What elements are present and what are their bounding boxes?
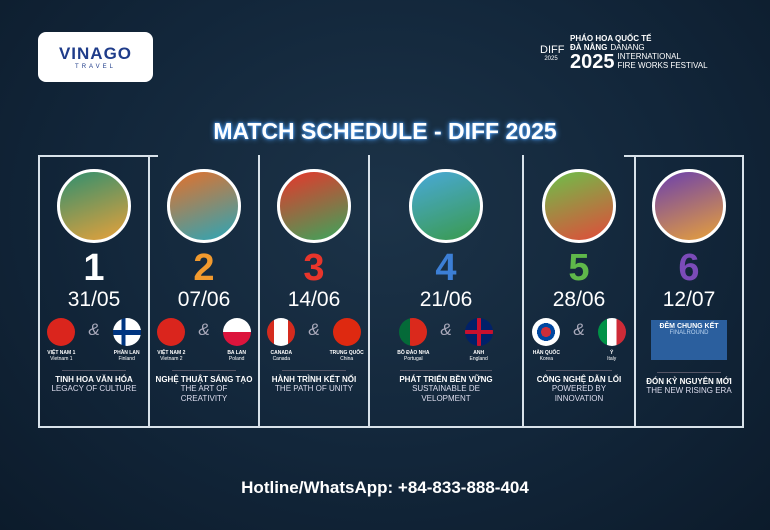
match-card: 6 12/07 ĐÊM CHUNG KẾT FINALROUND ĐÓN KỶ NGU… <box>634 155 744 426</box>
team: VIỆT NAM 1 Vietnam 1 <box>40 318 82 362</box>
gb-flag-icon <box>464 318 493 346</box>
ampersand: & <box>573 320 585 339</box>
kr-flag-icon <box>532 318 561 346</box>
fi-flag-icon <box>112 318 141 346</box>
match-artwork <box>652 169 726 243</box>
match-number: 2 <box>193 247 215 289</box>
team: Ý Italy <box>591 318 633 362</box>
match-artwork <box>167 169 241 243</box>
match-date: 12/07 <box>662 288 716 311</box>
match-card: 1 31/05 VIỆT NAM 1 Vietnam 1 & PHẦN LAN Finla… <box>38 155 148 426</box>
team: ANH England <box>458 318 500 362</box>
team: CANADA Canada <box>260 318 302 362</box>
match-date: 21/06 <box>419 288 473 311</box>
match-card: 5 28/06 HÀN QUỐC Korea & Ý Italy CÔNG NGHỆ DẪN… <box>522 155 634 426</box>
theme-en: POWERED BY INNOVATION <box>551 384 607 403</box>
theme-vi: CÔNG NGHỆ DẪN LỐI <box>536 375 622 384</box>
pt-flag-icon <box>399 318 428 346</box>
team: TRUNG QUỐC China <box>326 318 368 362</box>
team: HÀN QUỐC Korea <box>525 318 567 362</box>
vn-flag-icon <box>47 318 76 346</box>
match-number: 5 <box>568 247 590 289</box>
schedule-frame: 1 31/05 VIỆT NAM 1 Vietnam 1 & PHẦN LAN Finla… <box>38 155 744 428</box>
ampersand: & <box>198 320 210 339</box>
hotline: Hotline/WhatsApp: +84-833-888-404 <box>241 478 529 497</box>
festival-logo: DIFF 2025 PHÁO HOA QUỐC TẾ ĐÀ NẴNG DANANG … <box>540 34 708 73</box>
match-card: 4 21/06 BỒ ĐÀO NHA Portugal & ANH England PHÁT… <box>368 155 522 426</box>
theme-vi: ĐÓN KỶ NGUYÊN MỚI <box>646 377 732 386</box>
final-badge: ĐÊM CHUNG KẾT FINALROUND <box>651 320 727 360</box>
match-number: 4 <box>435 247 457 289</box>
theme-en: SUSTAINABLE DE VELOPMENT <box>412 384 480 403</box>
theme-vi: HÀNH TRÌNH KẾT NỐI <box>271 375 357 384</box>
theme-vi: TINH HOA VĂN HÓA <box>55 375 133 384</box>
match-card: 3 14/06 CANADA Canada & TRUNG QUỐC China HÀNH … <box>258 155 368 426</box>
theme-en: THE NEW RISING ERA <box>646 386 732 395</box>
match-date: 14/06 <box>287 288 341 311</box>
match-artwork <box>542 169 616 243</box>
page-title: MATCH SCHEDULE - DIFF 2025 <box>213 118 557 144</box>
match-number: 1 <box>83 247 105 289</box>
team: BỒ ĐÀO NHA Portugal <box>392 318 434 362</box>
match-date: 07/06 <box>177 288 231 311</box>
match-artwork <box>57 169 131 243</box>
theme-en: THE ART OF CREATIVITY <box>180 384 228 403</box>
vinago-logo: VINAGO TRAVEL <box>38 32 153 82</box>
theme-en: THE PATH OF UNITY <box>275 384 353 393</box>
ampersand: & <box>440 320 452 339</box>
team: BA LAN Poland <box>216 318 258 362</box>
ca-flag-icon <box>267 318 296 346</box>
theme-en: LEGACY OF CULTURE <box>51 384 137 393</box>
team: PHẦN LAN Finland <box>106 318 148 362</box>
vn-flag-icon <box>157 318 186 346</box>
match-artwork <box>277 169 351 243</box>
match-date: 28/06 <box>552 288 606 311</box>
match-number: 3 <box>303 247 325 289</box>
match-date: 31/05 <box>67 288 121 311</box>
cn-flag-icon <box>332 318 361 346</box>
theme-vi: NGHỆ THUẬT SÁNG TẠO <box>155 375 253 384</box>
match-number: 6 <box>678 247 700 289</box>
team: VIỆT NAM 2 Vietnam 2 <box>150 318 192 362</box>
pl-flag-icon <box>222 318 251 346</box>
ampersand: & <box>88 320 100 339</box>
theme-vi: PHÁT TRIỂN BỀN VỮNG <box>399 375 493 384</box>
match-artwork <box>409 169 483 243</box>
ampersand: & <box>308 320 320 339</box>
match-card: 2 07/06 VIỆT NAM 2 Vietnam 2 & BA LAN Poland N… <box>148 155 258 426</box>
it-flag-icon <box>597 318 626 346</box>
